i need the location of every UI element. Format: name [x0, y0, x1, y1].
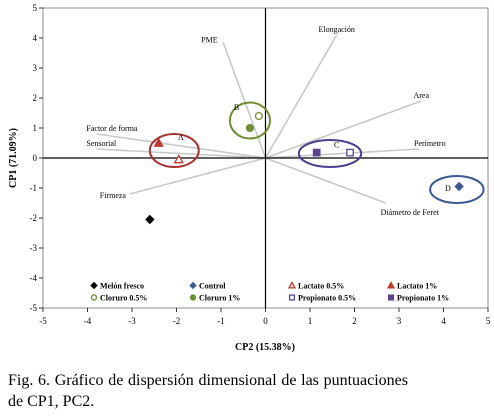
legend-label-cloruro-1: Cloruro 1%	[199, 294, 240, 303]
group-ellipse-d	[429, 175, 485, 204]
legend-marker-cloruro-1	[189, 294, 197, 301]
x-tick-label: -5	[39, 316, 47, 326]
x-tick-label: 1	[308, 316, 313, 326]
y-tick-label: -2	[30, 213, 38, 223]
legend-label-lactato-1: Lactato 1%	[397, 282, 437, 291]
legend-label-melon-fresco: Melón fresco	[100, 282, 144, 291]
x-tick-label: 4	[441, 316, 446, 326]
loading-label-sensorial: Sensorial	[86, 139, 117, 148]
loading-vector-factor-de-forma	[96, 133, 266, 159]
figure-caption: Fig. 6. Gráfico de dispersión dimensiona…	[8, 372, 408, 410]
group-label-d: D	[445, 184, 451, 193]
y-tick-label: 5	[33, 3, 38, 13]
x-tick-label: 5	[486, 316, 491, 326]
point-cloruro-1	[245, 123, 254, 133]
legend-label-cloruro-0-5: Cloruro 0.5%	[100, 294, 147, 303]
loading-vectors: PME Elongación Area Perímetro Diámetro de Fe…	[86, 25, 445, 217]
loading-vector-area	[265, 100, 422, 159]
loading-label-area: Area	[413, 91, 429, 100]
point-lactato-1	[153, 137, 164, 147]
x-tick-label: -3	[128, 316, 136, 326]
y-tick-label: 4	[33, 33, 38, 43]
legend-marker-lactato-0-5	[287, 281, 297, 289]
legend-marker-cloruro-0-5	[90, 294, 98, 301]
legend-label-control: Control	[199, 282, 226, 291]
group-ellipses: A B C D	[148, 101, 485, 204]
group-ellipse-b	[228, 101, 271, 140]
y-tick-label: 2	[33, 93, 38, 103]
pca-scatter-chart: PME Elongación Area Perímetro Diámetro de Fe…	[8, 3, 491, 353]
loading-label-factor-de-forma: Factor de forma	[86, 124, 138, 133]
legend-marker-propionato-1	[387, 294, 395, 301]
y-axis-label: CP1 (71.09%)	[8, 128, 19, 188]
loading-vector-pme	[222, 42, 267, 159]
loading-label-perimetro: Perímetro	[414, 139, 446, 148]
loading-label-elongacion: Elongación	[318, 25, 354, 34]
x-tick-label: -1	[217, 316, 225, 326]
legend-label-propionato-1: Propionato 1%	[397, 294, 449, 303]
x-tick-label: 2	[352, 316, 357, 326]
point-lactato-0-5	[173, 154, 184, 164]
legend-marker-propionato-0-5	[288, 294, 296, 301]
y-tick-label: -4	[30, 273, 38, 283]
legend: Melón fresco Control Lactato 0.5% Lactato 1…	[90, 281, 449, 303]
y-tick-label: 1	[33, 123, 38, 133]
y-tick-label: -5	[30, 303, 38, 313]
group-label-a: A	[178, 133, 184, 142]
x-tick-label: 3	[397, 316, 402, 326]
x-axis-label: CP2 (15.38%)	[235, 342, 295, 353]
y-tick-label: -3	[30, 243, 38, 253]
legend-marker-control	[189, 281, 197, 290]
data-points	[145, 111, 464, 225]
loading-vector-sensorial	[96, 148, 266, 159]
point-melon-fresco	[145, 214, 155, 225]
y-tick-label: -1	[30, 183, 38, 193]
axes: -5 -4 -3 -2 -1 0 1 2 3 4 5 -5 -4 -3 -2 -1 0 1 2 3 4 5	[30, 3, 491, 326]
loading-vector-firmeza	[129, 157, 266, 195]
point-propionato-0-5	[346, 148, 354, 157]
point-cloruro-0-5	[254, 111, 263, 121]
legend-label-propionato-0-5: Propionato 0.5%	[298, 294, 356, 303]
point-control	[454, 181, 464, 192]
legend-marker-melon-fresco	[90, 281, 98, 290]
loading-label-pme: PME	[201, 36, 218, 45]
group-label-c: C	[334, 141, 339, 150]
x-tick-label: -4	[84, 316, 92, 326]
loading-vector-elongacion	[264, 34, 338, 159]
point-propionato-1	[312, 148, 321, 157]
y-tick-label: 0	[33, 153, 38, 163]
loading-label-diametro-de-feret: Diámetro de Feret	[381, 208, 440, 217]
y-tick-label: 3	[33, 63, 38, 73]
loading-vector-diametro-de-feret	[265, 157, 386, 204]
loading-vector-perimetro	[265, 148, 420, 159]
group-label-b: B	[234, 103, 239, 112]
loading-label-firmeza: Firmeza	[100, 191, 127, 200]
legend-marker-lactato-1	[386, 281, 396, 289]
group-ellipse-c	[297, 139, 363, 168]
x-tick-label: -2	[173, 316, 181, 326]
legend-label-lactato-0-5: Lactato 0.5%	[298, 282, 344, 291]
group-ellipse-a	[148, 133, 200, 168]
x-tick-label: 0	[263, 316, 268, 326]
